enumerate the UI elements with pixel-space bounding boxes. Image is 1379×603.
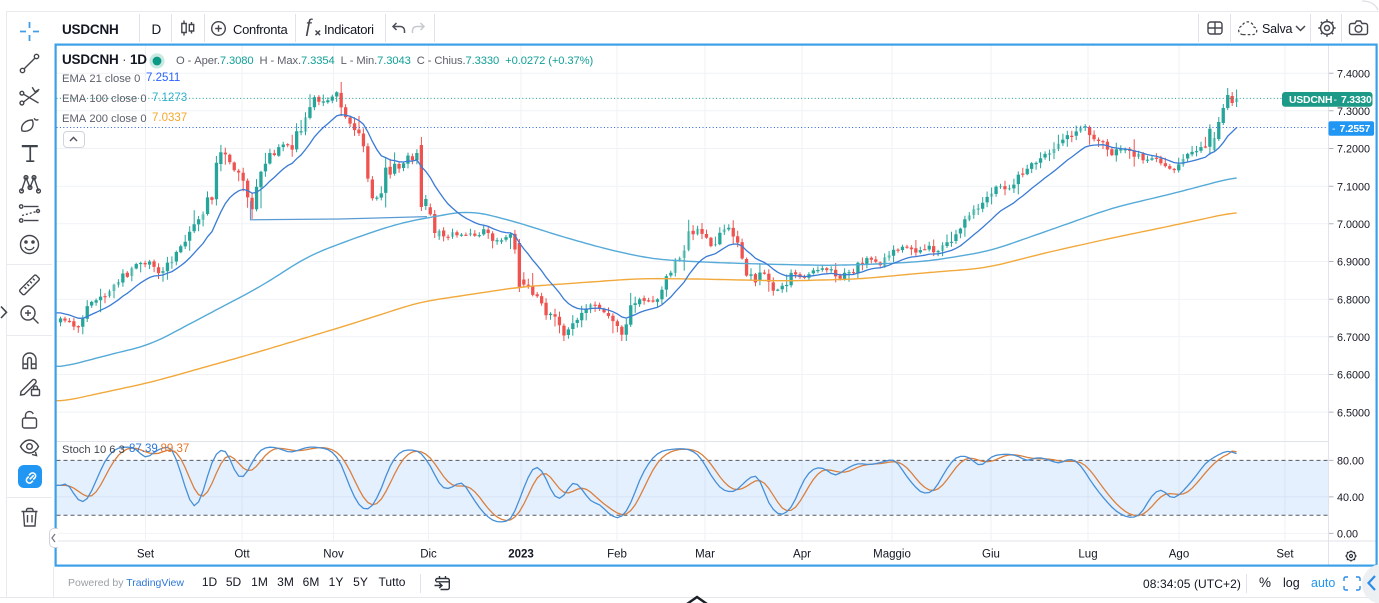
svg-text:6.5000: 6.5000: [1337, 407, 1370, 419]
svg-text:Apr: Apr: [793, 549, 811, 561]
svg-text:2023: 2023: [508, 549, 534, 561]
svg-text:6.6000: 6.6000: [1337, 370, 1370, 382]
svg-text:7.3330: 7.3330: [1341, 95, 1372, 106]
svg-text:USDCNH: USDCNH: [1289, 95, 1332, 106]
svg-text:Nov: Nov: [323, 549, 344, 561]
svg-text:ƒ: ƒ: [304, 16, 315, 37]
svg-text:Ago: Ago: [1169, 549, 1189, 561]
svg-text:7.0000: 7.0000: [1337, 219, 1370, 231]
svg-text:Set: Set: [137, 549, 155, 561]
svg-text:Mar: Mar: [695, 549, 715, 561]
svg-text:-: -: [1332, 124, 1335, 135]
svg-text:Set: Set: [1276, 549, 1294, 561]
svg-text:7.4000: 7.4000: [1337, 68, 1370, 80]
svg-text:Feb: Feb: [607, 549, 627, 561]
svg-text:-: -: [1334, 95, 1337, 106]
svg-text:Ott: Ott: [234, 549, 250, 561]
svg-text:7.1000: 7.1000: [1337, 181, 1370, 193]
svg-text:6.7000: 6.7000: [1337, 332, 1370, 344]
svg-text:40.00: 40.00: [1337, 492, 1364, 504]
svg-text:Maggio: Maggio: [873, 549, 911, 561]
svg-text:80.00: 80.00: [1337, 456, 1364, 468]
svg-text:7.2000: 7.2000: [1337, 144, 1370, 156]
svg-text:6.9000: 6.9000: [1337, 257, 1370, 269]
svg-text:0.00: 0.00: [1337, 529, 1358, 541]
svg-text:6.8000: 6.8000: [1337, 294, 1370, 306]
svg-text:7.2557: 7.2557: [1340, 124, 1371, 135]
svg-text:Giu: Giu: [982, 549, 1000, 561]
svg-text:7.3000: 7.3000: [1337, 106, 1370, 118]
svg-text:Lug: Lug: [1078, 549, 1097, 561]
svg-text:Dic: Dic: [420, 549, 437, 561]
